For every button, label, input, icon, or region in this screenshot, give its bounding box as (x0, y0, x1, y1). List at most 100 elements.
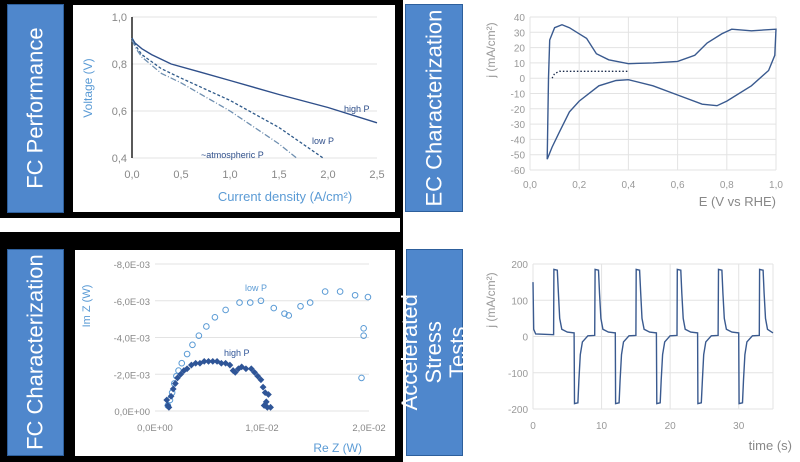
series-label: low P (312, 136, 334, 146)
chart-panel-fc-characterization (75, 250, 395, 456)
series-0 (532, 268, 774, 405)
x-tick-label: 2,5 (369, 169, 384, 181)
y-tick-label: 0,8 (112, 59, 127, 71)
y-tick-label: -40 (511, 135, 526, 146)
x-tick-label: 0,4 (621, 180, 635, 191)
x-tick-label: 0,0E+00 (137, 423, 173, 434)
series-label: low P (245, 283, 267, 293)
series--atmospheric--p (131, 40, 298, 159)
data-point (236, 299, 243, 306)
data-point (192, 359, 200, 367)
y-tick-label: -100 (508, 369, 528, 380)
y-tick-label: 0 (522, 333, 528, 344)
data-point (211, 313, 219, 321)
data-point (297, 302, 304, 310)
series-line (546, 23, 777, 160)
data-point (285, 312, 293, 319)
data-point (242, 365, 250, 373)
y-tick-label: 100 (511, 296, 528, 307)
x-tick-label: 1,0 (769, 180, 783, 191)
y-tick-label: -2,0E-03 (114, 370, 150, 381)
panel-label-accelerated-stress-tests: Accelerated Stress Tests (397, 249, 471, 456)
data-point (177, 370, 185, 378)
x-tick-label: 0,8 (720, 180, 734, 191)
panel-label-fc-characterization: FC Characterization (7, 249, 64, 456)
data-point (259, 383, 267, 391)
series-label: high P (344, 104, 370, 114)
y-tick-label: 0,4 (112, 153, 127, 165)
series-low-p (131, 37, 324, 159)
series-0 (546, 23, 777, 160)
data-point (217, 359, 225, 367)
data-point (163, 396, 171, 404)
series-high-p (131, 37, 378, 124)
data-point (178, 359, 186, 367)
data-point (226, 361, 234, 369)
y-tick-label: 40 (514, 13, 526, 24)
x-axis-label: time (s) (749, 438, 792, 453)
x-tick-label: 0 (530, 421, 536, 432)
panel-label-fc-performance: FC Performance (7, 4, 64, 213)
x-axis-label: E (V vs RHE) (699, 194, 776, 209)
y-tick-label: 1,0 (112, 12, 127, 24)
x-axis-label: Re Z (W) (313, 441, 362, 455)
x-tick-label: 1,0 (222, 169, 237, 181)
data-point (203, 323, 210, 330)
series-line (532, 268, 774, 405)
y-tick-label: 0 (519, 74, 525, 85)
data-point (183, 350, 191, 358)
data-point (254, 372, 262, 380)
data-point (174, 374, 181, 382)
series-line (131, 37, 324, 159)
panel-label-ec-characterization: EC Characterization (405, 4, 463, 212)
data-point (247, 365, 255, 373)
y-tick-label: 30 (514, 28, 526, 39)
y-tick-label: -10 (511, 90, 526, 101)
y-tick-label: 200 (511, 260, 528, 271)
x-tick-label: 30 (733, 421, 745, 432)
data-point (222, 306, 229, 314)
y-axis-label: Im Z (W) (81, 285, 93, 328)
data-point (364, 293, 372, 301)
data-point (270, 304, 278, 312)
y-axis-label: j (mA/cm²) (484, 22, 498, 78)
series-label: high P (224, 348, 250, 358)
series-line (551, 70, 629, 79)
data-point (281, 310, 288, 317)
data-point (306, 299, 314, 306)
data-point (351, 291, 359, 299)
data-point (358, 374, 365, 382)
x-tick-label: 0,6 (671, 180, 685, 191)
y-tick-label: -6,0E-03 (114, 297, 150, 308)
y-tick-label: 10 (514, 59, 526, 70)
data-point (169, 385, 177, 393)
series-1 (551, 70, 629, 79)
x-tick-label: 2,0 (320, 169, 335, 181)
data-point (336, 288, 344, 295)
data-point (183, 365, 191, 373)
series-low-p (164, 288, 372, 409)
x-tick-label: 1,5 (271, 169, 286, 181)
series-label: ~atmospheric P (201, 150, 264, 160)
x-tick-label: 1,0E-02 (245, 423, 278, 434)
x-axis-label: Current density (A/cm²) (218, 189, 352, 204)
y-tick-label: -4,0E-03 (114, 334, 150, 345)
x-tick-label: 2,0E-02 (352, 423, 385, 434)
y-tick-label: -30 (511, 120, 526, 131)
data-point (195, 332, 203, 339)
x-tick-label: 0,0 (124, 169, 139, 181)
x-tick-label: 0,5 (173, 169, 188, 181)
chart-0: 0,4 0,6 0,8 1,0 0,0 0,5 1,0 1,5 2,0 2,5 Current de… (81, 12, 385, 204)
data-point (257, 297, 265, 305)
y-tick-label: -20 (511, 105, 526, 116)
chart-panel-fc-performance (73, 5, 395, 212)
x-tick-label: 0,0 (523, 180, 537, 191)
x-tick-label: 10 (596, 421, 608, 432)
x-tick-label: 20 (665, 421, 677, 432)
y-tick-label: -200 (508, 405, 528, 416)
data-point (321, 288, 329, 295)
data-point (246, 299, 254, 306)
data-point (167, 392, 175, 400)
